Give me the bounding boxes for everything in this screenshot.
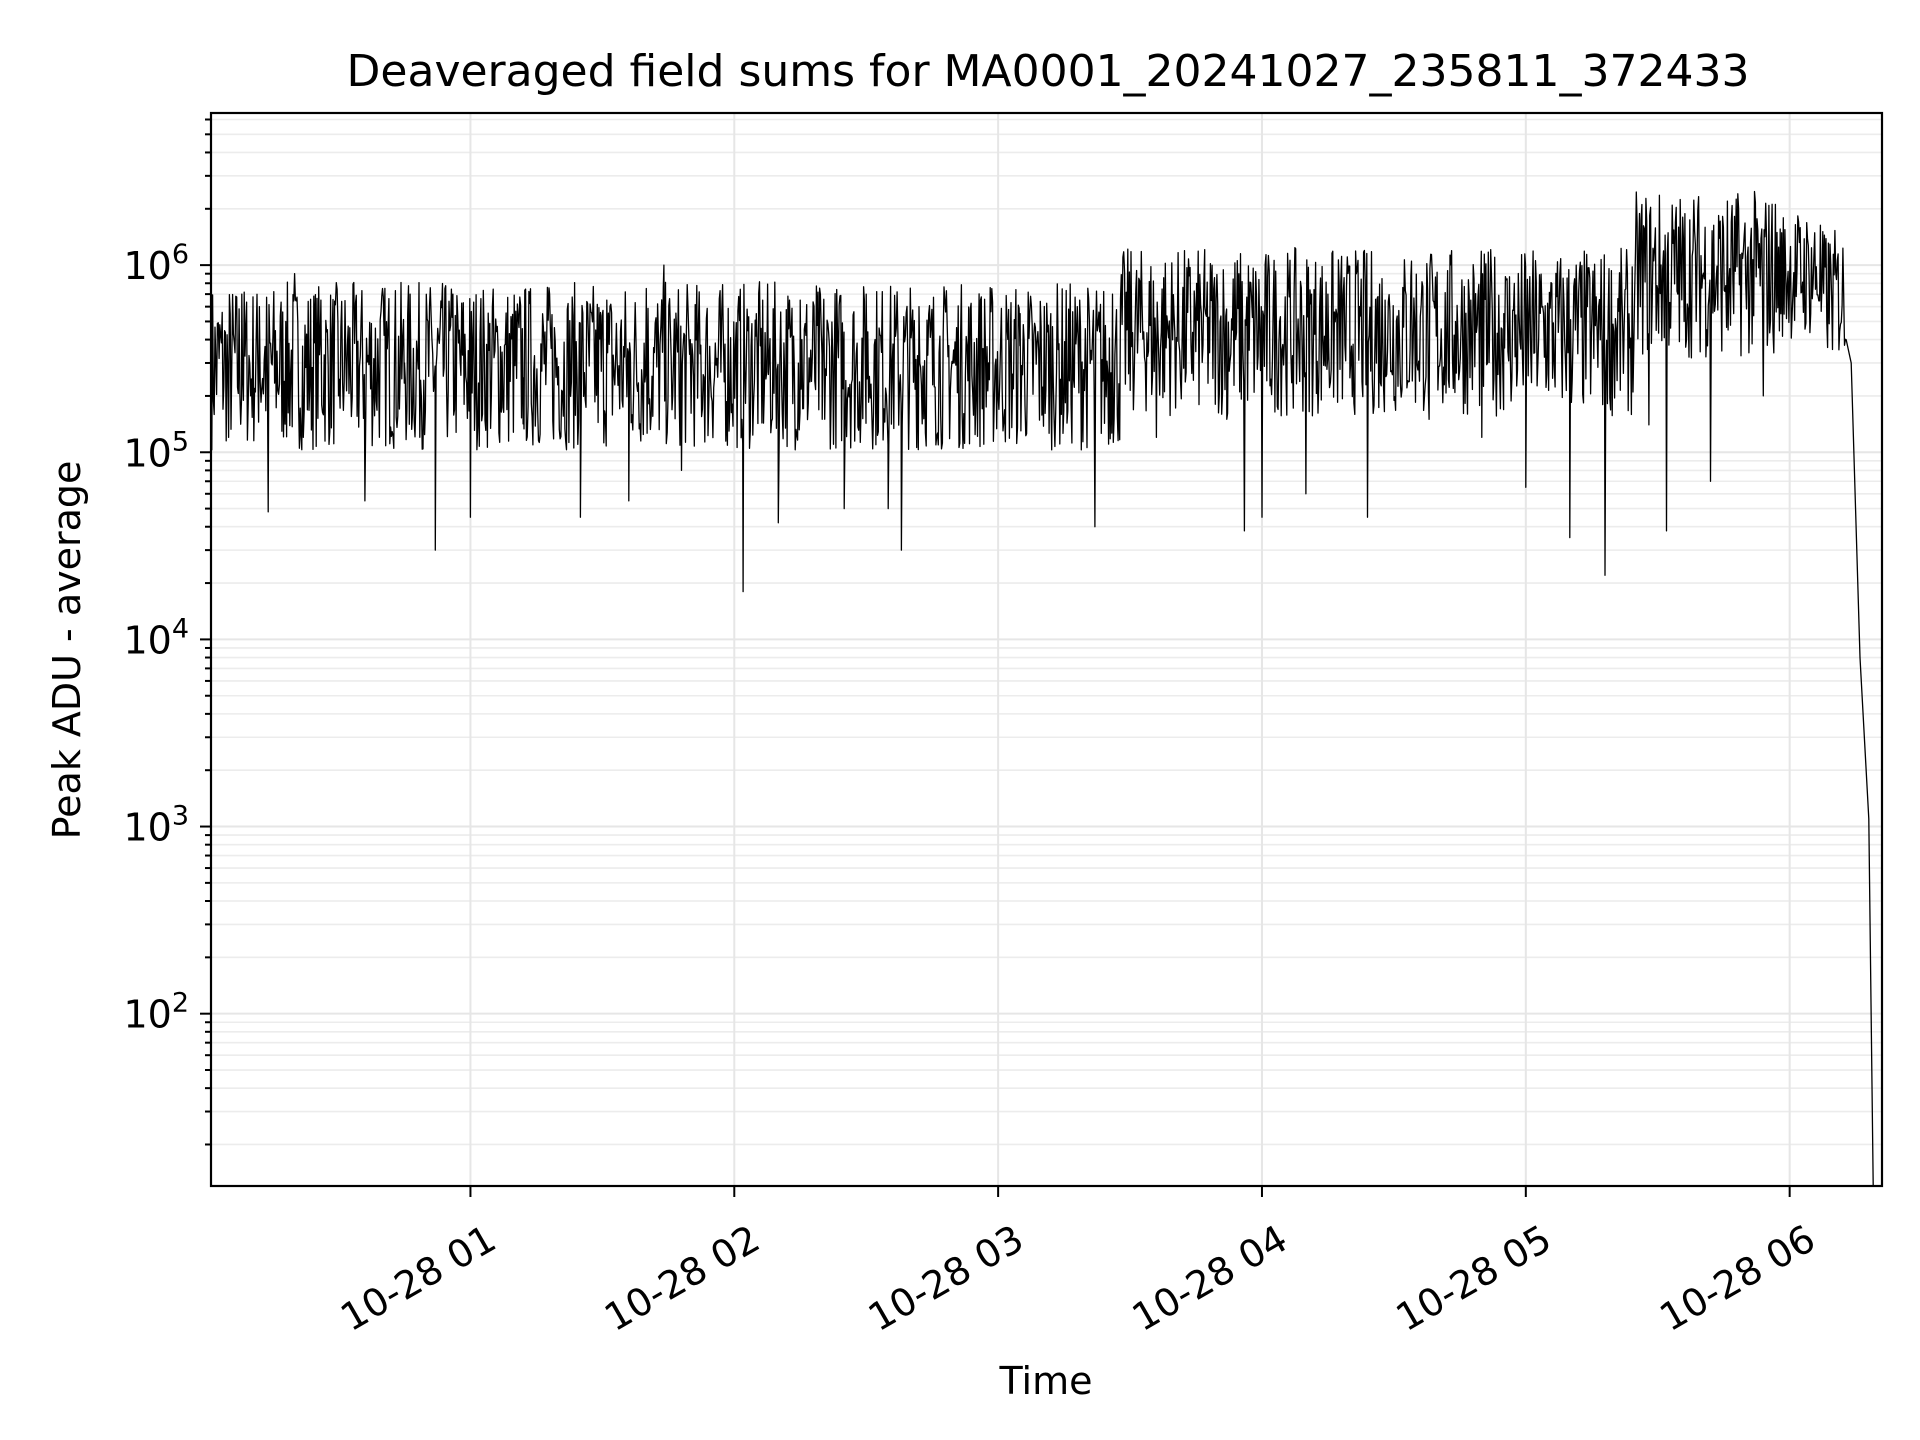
y-tick-label: 102 [123,988,189,1037]
plot-frame [209,111,1884,1188]
series-line [210,190,1874,1187]
y-tick-label: 104 [123,613,189,662]
y-axis: 102 103 104 105 106 [123,118,211,1146]
y-tick-label: 106 [123,239,189,288]
x-axis-label: Time [999,1359,1093,1403]
y-tick-label: 105 [123,426,189,475]
chart-title: Deaveraged field sums for MA0001_2024102… [347,46,1750,97]
y-axis-label: Peak ADU - average [45,461,89,840]
y-tick-label: 103 [123,801,189,850]
